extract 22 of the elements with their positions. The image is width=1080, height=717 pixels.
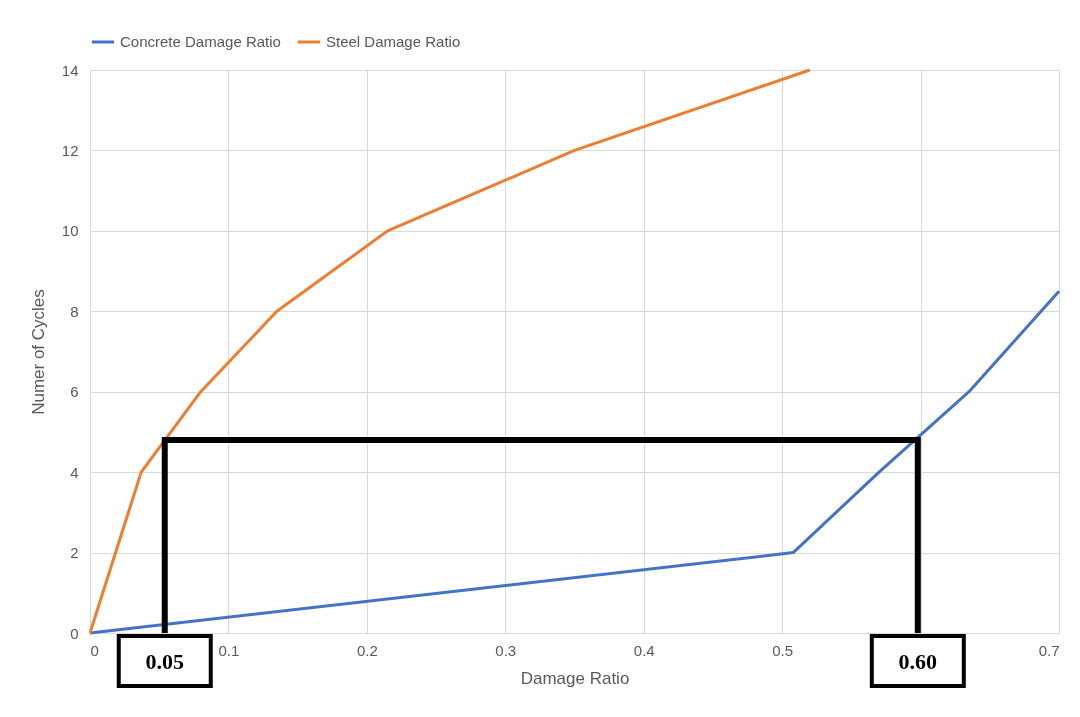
line-series: [88, 289, 1061, 635]
x-tick-label: 0: [90, 641, 99, 659]
y-tick-label: 12: [61, 141, 79, 159]
legend-label: Steel Damage Ratio: [326, 33, 461, 50]
y-tick-label: 2: [70, 544, 79, 562]
x-tick-label: 0.3: [495, 641, 517, 659]
text: 0.60: [898, 649, 938, 674]
x-tick-label: 0.1: [218, 641, 240, 659]
x-tick-label: 0.5: [772, 641, 794, 659]
y-axis-title: Numer of Cycles: [28, 289, 48, 415]
legend-label: Concrete Damage Ratio: [120, 33, 281, 50]
y-tick-label: 6: [70, 383, 79, 401]
y-tick-label: 10: [61, 222, 79, 240]
x-tick-label: 0.4: [633, 641, 655, 659]
x-tick-label: 0.7: [1038, 641, 1060, 659]
x-tick-label: 0.2: [356, 641, 378, 659]
y-tick-label: 8: [70, 302, 79, 320]
y-tick-label: 4: [70, 463, 79, 481]
x-axis-title: Damage Ratio: [520, 668, 630, 688]
y-tick-label: 0: [70, 624, 79, 642]
y-tick-label: 14: [61, 61, 79, 79]
text: 0.05: [145, 649, 184, 674]
